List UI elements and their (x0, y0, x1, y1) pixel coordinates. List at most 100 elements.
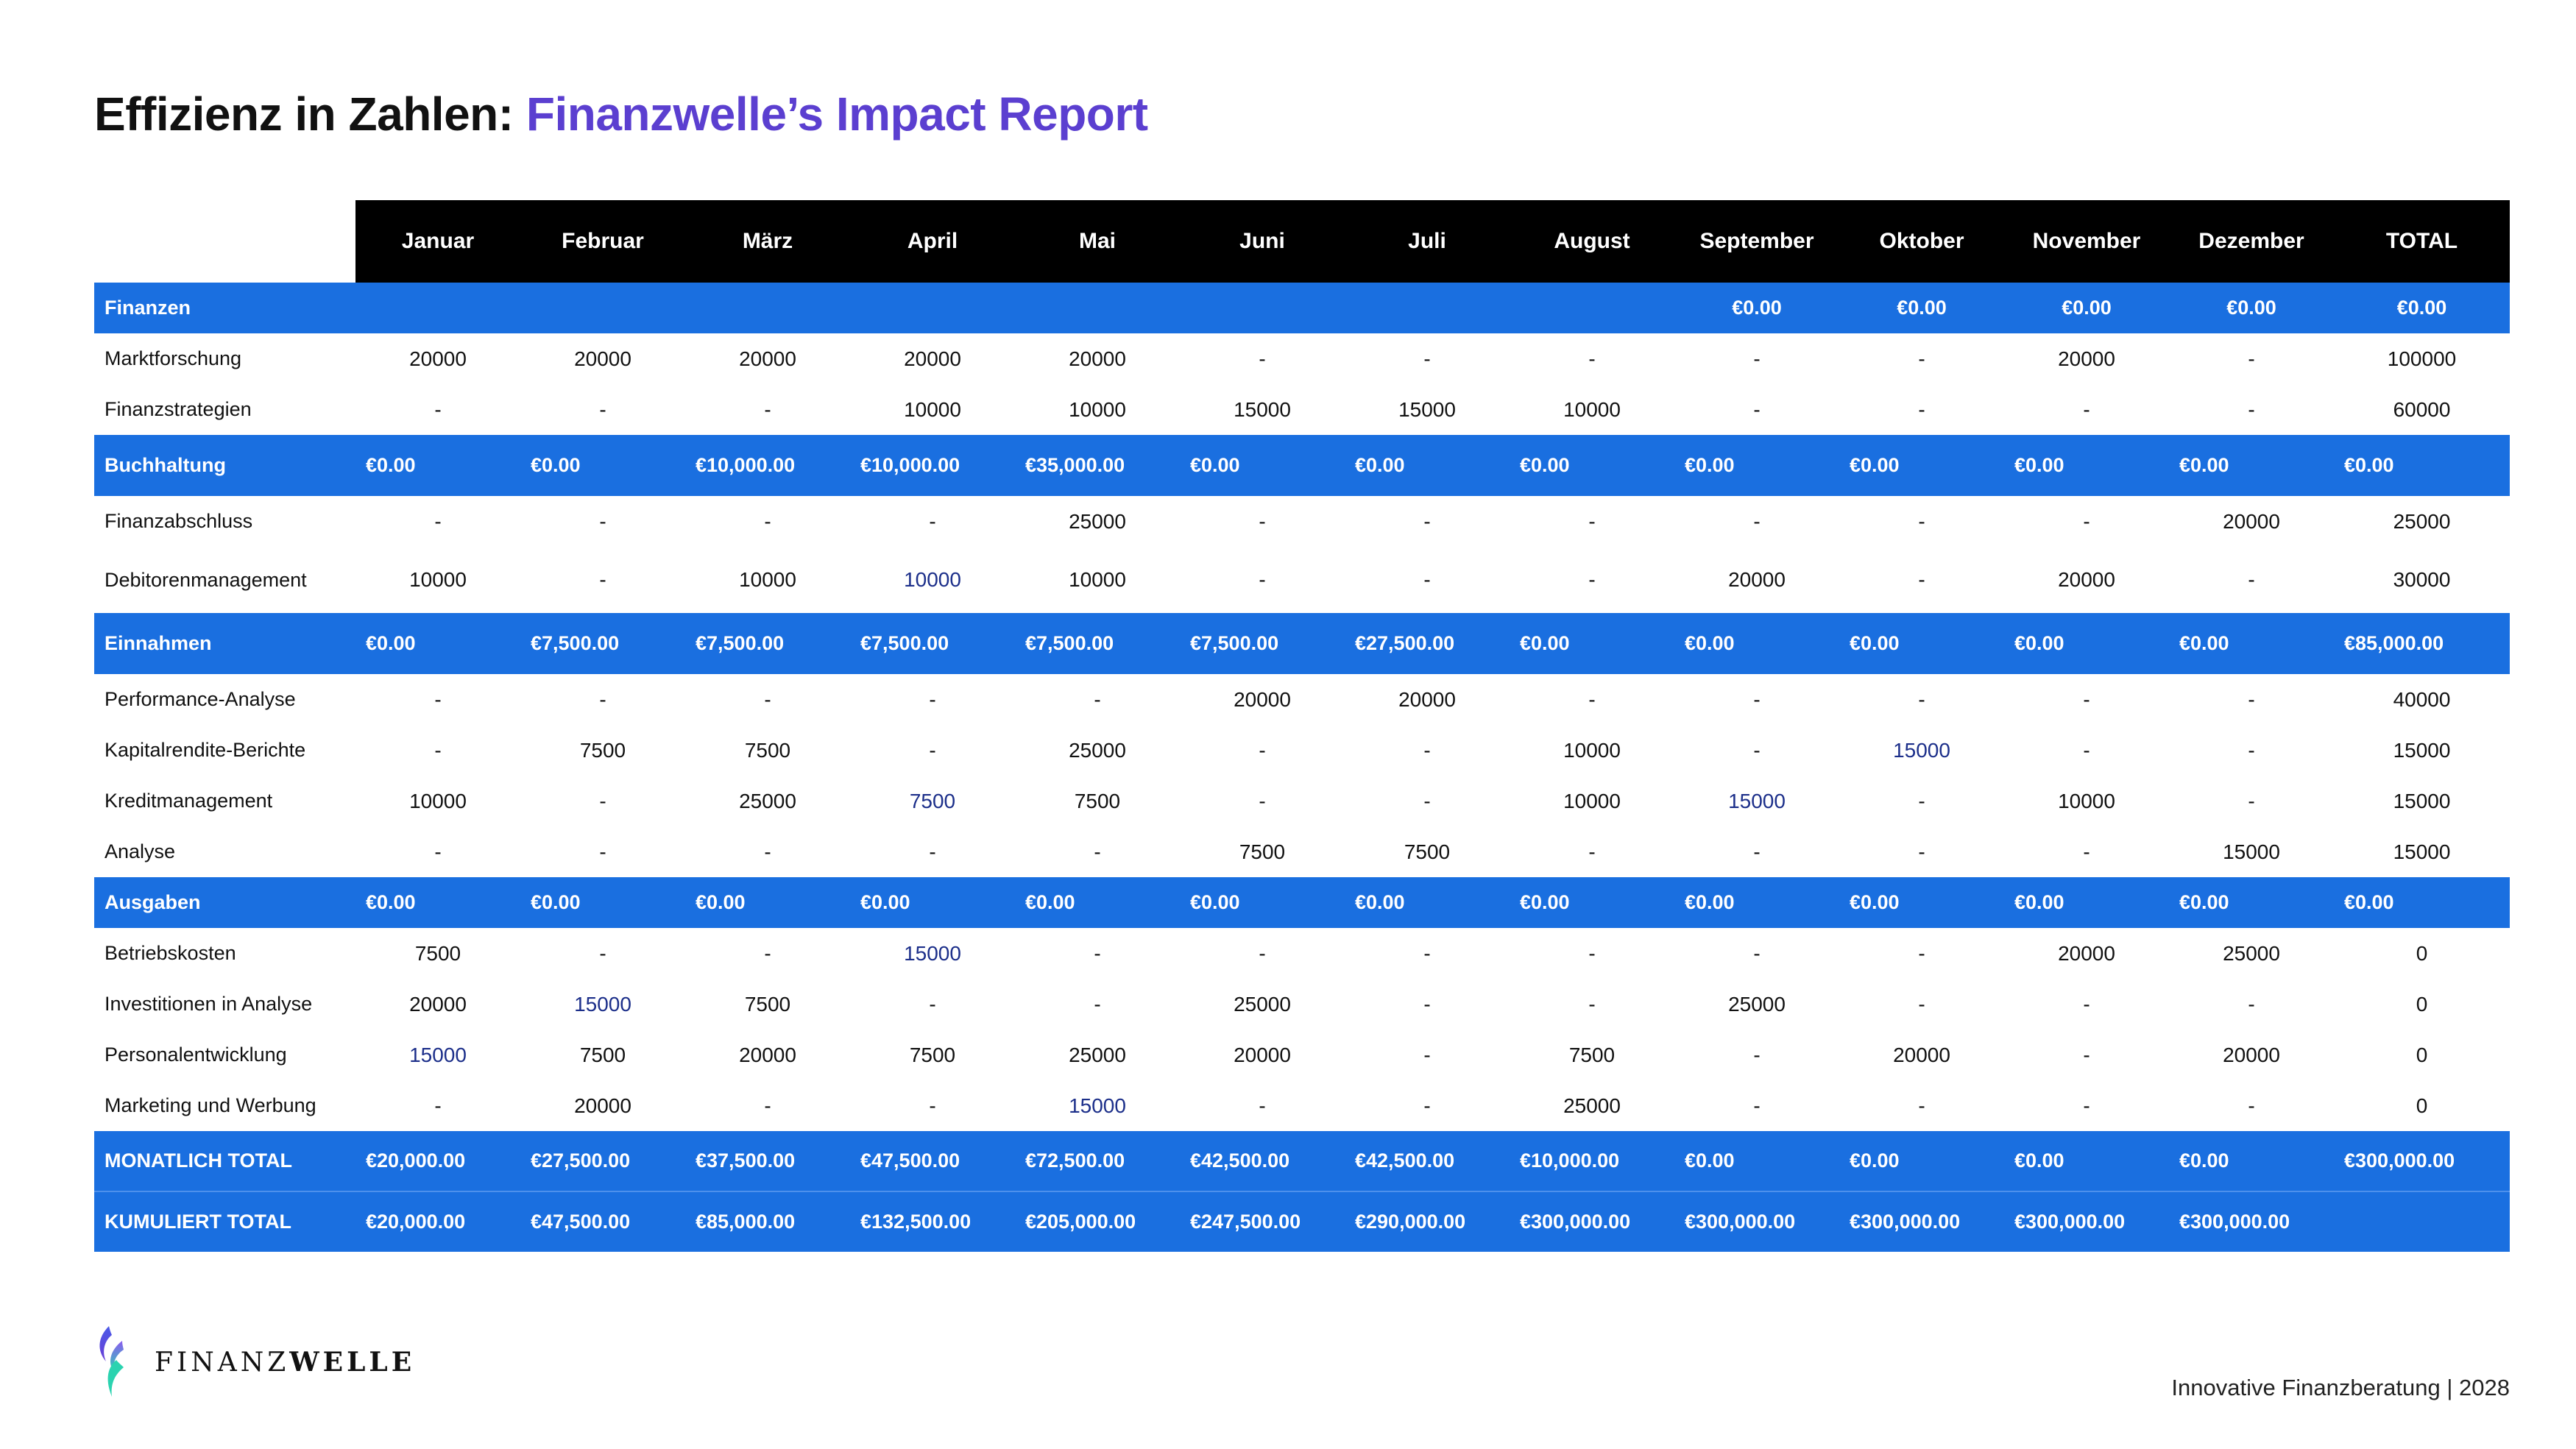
table-cell (1345, 283, 1510, 333)
table-cell: - (1918, 509, 1925, 533)
table-cell: - (764, 941, 771, 965)
table-cell: €0.00 (1674, 613, 1839, 674)
table-cell: 25000 (1069, 738, 1126, 762)
table-cell: €0.00 (1510, 613, 1674, 674)
table-cell: €247,500.00 (1180, 1191, 1345, 1252)
table-cell: €7,500.00 (850, 613, 1015, 674)
table-cell: - (929, 992, 936, 1016)
table-cell: €27,500.00 (520, 1131, 685, 1191)
section-row-buchhaltung: Buchhaltung €0.00 €0.00 €10,000.00 €10,0… (94, 435, 2510, 496)
column-header: August (1510, 200, 1674, 283)
table-cell: - (434, 840, 442, 863)
table-cell: 15000 (2393, 738, 2451, 762)
table-cell: - (1753, 509, 1761, 533)
table-cell: €42,500.00 (1345, 1131, 1510, 1191)
table-cell: €0.00 (2169, 283, 2334, 333)
table-row-marketing-und-werbung: Marketing und Werbung - 20000 - - 15000 … (94, 1080, 2510, 1131)
table-cell: - (1259, 509, 1266, 533)
table-cell: - (1918, 397, 1925, 421)
table-cell: €0.00 (1674, 435, 1839, 496)
table-cell: 10000 (1563, 738, 1621, 762)
table-cell: €7,500.00 (685, 613, 850, 674)
table-cell: 0 (2416, 992, 2428, 1016)
table-cell: 20000 (409, 347, 467, 370)
table-cell: 7500 (1404, 840, 1451, 863)
table-cell (1510, 283, 1674, 333)
table-cell: - (929, 687, 936, 711)
table-cell: - (599, 789, 606, 812)
table-row-investitionen-in-analyse: Investitionen in Analyse 20000 15000 750… (94, 979, 2510, 1030)
table-row-finanzstrategien: Finanzstrategien - - - 10000 10000 15000… (94, 384, 2510, 435)
table-cell: - (2248, 992, 2255, 1016)
table-cell: €0.00 (2334, 283, 2510, 333)
title-accent: Finanzwelle’s Impact Report (526, 88, 1148, 141)
table-cell: 20000 (2058, 941, 2115, 965)
table-cell: €10,000.00 (1510, 1131, 1674, 1191)
table-cell: €0.00 (1839, 613, 2004, 674)
table-cell: - (1259, 789, 1266, 812)
column-header: Oktober (1839, 200, 2004, 283)
table-cell: 10000 (904, 568, 961, 591)
table-cell: €0.00 (1510, 877, 1674, 928)
table-cell: - (764, 1094, 771, 1117)
row-label: Finanzstrategien (105, 398, 252, 420)
table-cell: - (2248, 1094, 2255, 1117)
table-cell: - (1094, 992, 1101, 1016)
table-cell: €0.00 (1345, 877, 1510, 928)
table-row-finanzabschluss: Finanzabschluss - - - - 25000 - - - - - … (94, 496, 2510, 547)
table-cell: €47,500.00 (520, 1191, 685, 1252)
table-cell: €7,500.00 (1015, 613, 1180, 674)
table-cell: 30000 (2393, 568, 2451, 591)
table-cell: 7500 (744, 992, 791, 1016)
section-label: Finanzen (94, 283, 355, 333)
table-cell: 25000 (2393, 509, 2451, 533)
table-cell: €290,000.00 (1345, 1191, 1510, 1252)
table-cell: 15000 (1234, 397, 1291, 421)
table-cell: €0.00 (355, 613, 520, 674)
table-cell: - (2248, 687, 2255, 711)
table-cell: €7,500.00 (1180, 613, 1345, 674)
table-row-betriebskosten: Betriebskosten 7500 - - 15000 - - - - - … (94, 928, 2510, 979)
table-cell: - (1423, 789, 1431, 812)
table-row-kapitalrendite-berichte: Kapitalrendite-Berichte - 7500 7500 - 25… (94, 725, 2510, 776)
table-cell: 0 (2416, 1094, 2428, 1117)
table-cell: 20000 (739, 347, 796, 370)
section-row-einnahmen: Einnahmen €0.00 €7,500.00 €7,500.00 €7,5… (94, 613, 2510, 674)
table-cell: €72,500.00 (1015, 1131, 1180, 1191)
row-label: Betriebskosten (105, 942, 236, 964)
table-cell: - (1588, 840, 1596, 863)
table-cell: - (599, 509, 606, 533)
table-cell: 10000 (2058, 789, 2115, 812)
logo-text-light: FINANZ (155, 1347, 290, 1378)
table-cell: - (1423, 738, 1431, 762)
table-cell: - (2248, 789, 2255, 812)
row-label: Marketing und Werbung (105, 1094, 316, 1116)
table-cell: - (1918, 941, 1925, 965)
table-cell: 7500 (909, 1043, 956, 1066)
table-cell: €0.00 (355, 435, 520, 496)
table-cell: €10,000.00 (850, 435, 1015, 496)
table-cell: €0.00 (520, 877, 685, 928)
table-cell: €0.00 (2169, 435, 2334, 496)
table-cell: - (599, 941, 606, 965)
table-cell: 10000 (1563, 789, 1621, 812)
table-cell: €7,500.00 (520, 613, 685, 674)
table-cell: - (1259, 1094, 1266, 1117)
table-cell: 25000 (739, 789, 796, 812)
table-cell: €0.00 (1510, 435, 1674, 496)
table-cell: €0.00 (1180, 435, 1345, 496)
table-cell: €300,000.00 (1674, 1191, 1839, 1252)
table-cell: - (1259, 568, 1266, 591)
table-cell: 25000 (2223, 941, 2280, 965)
table-cell: €0.00 (2004, 283, 2169, 333)
section-label: Einnahmen (94, 613, 355, 674)
table-cell: €0.00 (2334, 435, 2510, 496)
table-cell: - (1094, 840, 1101, 863)
row-label: Debitorenmanagement (105, 568, 307, 591)
table-cell: - (2248, 738, 2255, 762)
table-cell: - (434, 397, 442, 421)
table-cell: 20000 (2058, 568, 2115, 591)
table-cell: - (1918, 840, 1925, 863)
table-cell: 7500 (909, 789, 956, 812)
table-cell: €0.00 (1839, 283, 2004, 333)
